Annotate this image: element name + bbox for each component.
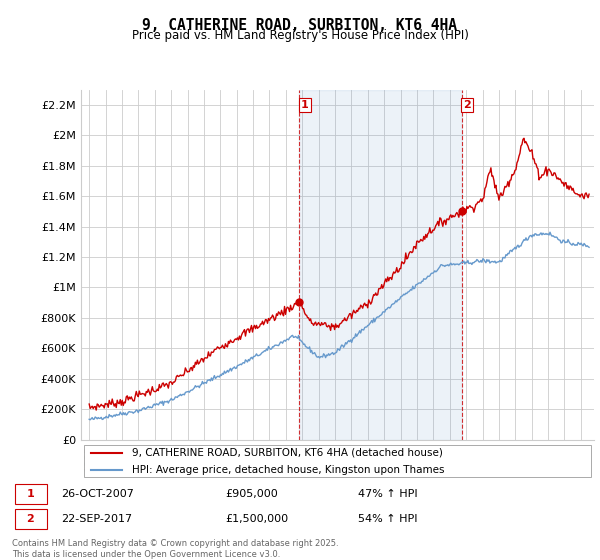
Bar bbox=[299, 90, 462, 440]
Text: £905,000: £905,000 bbox=[225, 489, 278, 500]
Text: £1,500,000: £1,500,000 bbox=[225, 515, 288, 524]
FancyBboxPatch shape bbox=[15, 509, 47, 530]
Text: Price paid vs. HM Land Registry's House Price Index (HPI): Price paid vs. HM Land Registry's House … bbox=[131, 29, 469, 42]
Text: 47% ↑ HPI: 47% ↑ HPI bbox=[358, 489, 417, 500]
Text: 54% ↑ HPI: 54% ↑ HPI bbox=[358, 515, 417, 524]
Text: 26-OCT-2007: 26-OCT-2007 bbox=[61, 489, 134, 500]
FancyBboxPatch shape bbox=[83, 445, 591, 478]
FancyBboxPatch shape bbox=[15, 484, 47, 505]
Text: Contains HM Land Registry data © Crown copyright and database right 2025.
This d: Contains HM Land Registry data © Crown c… bbox=[12, 539, 338, 559]
Text: 1: 1 bbox=[26, 489, 34, 500]
Text: HPI: Average price, detached house, Kingston upon Thames: HPI: Average price, detached house, King… bbox=[133, 465, 445, 475]
Text: 9, CATHERINE ROAD, SURBITON, KT6 4HA (detached house): 9, CATHERINE ROAD, SURBITON, KT6 4HA (de… bbox=[133, 448, 443, 458]
Text: 22-SEP-2017: 22-SEP-2017 bbox=[61, 515, 132, 524]
Text: 2: 2 bbox=[463, 100, 471, 110]
Text: 1: 1 bbox=[301, 100, 309, 110]
Text: 9, CATHERINE ROAD, SURBITON, KT6 4HA: 9, CATHERINE ROAD, SURBITON, KT6 4HA bbox=[143, 18, 458, 33]
Text: 2: 2 bbox=[26, 515, 34, 524]
